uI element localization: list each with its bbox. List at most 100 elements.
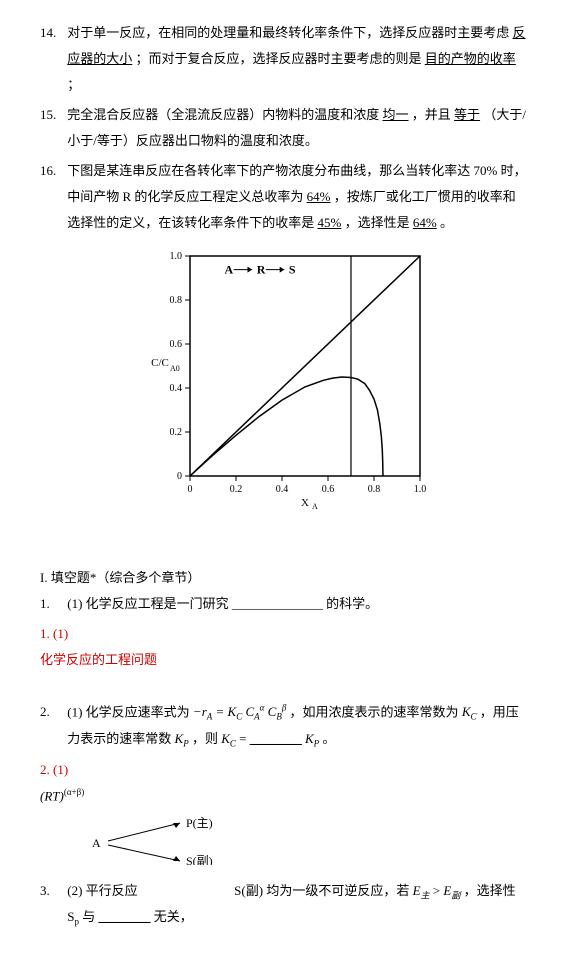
f8s: P: [314, 739, 320, 749]
a2-f: (RT): [40, 788, 64, 803]
f4s: B: [276, 712, 282, 722]
q2-t4: ，则: [192, 731, 218, 746]
node-P: P(主): [186, 816, 213, 830]
svg-text:0: 0: [187, 484, 192, 495]
question-14: 14. 对于单一反应，在相同的处理量和最终转化率条件下，选择反应器时主要考虑 反…: [40, 20, 539, 98]
q2-t6: 。: [322, 731, 335, 746]
q2-num: 2.: [40, 699, 64, 725]
q15-body: 完全混合反应器（全混流反应器）内物料的温度和浓度 均一 ，并且 等于 （大于/小…: [67, 102, 527, 154]
q2-kc: KC: [462, 704, 477, 719]
e1s: 主: [421, 890, 430, 900]
parallel-reaction-diagram: A P(主) S(副): [80, 815, 539, 874]
q2-kp2: KP: [305, 731, 319, 746]
q3-t2: 均为一级不可逆反应，若: [266, 883, 409, 898]
q3-t4: 与: [82, 909, 95, 924]
svg-text:A: A: [224, 263, 233, 277]
f3p: α: [260, 703, 265, 713]
q3-num: 3.: [40, 878, 64, 904]
svg-text:A0: A0: [170, 364, 180, 373]
e2: E: [443, 883, 451, 898]
s1-a1-num: 1. (1): [40, 621, 539, 647]
q2-body: (1) 化学反应速率式为 −rA = KC CAα CBβ ，如用浓度表示的速率…: [67, 699, 527, 753]
a2-exp: (α+β): [64, 787, 84, 797]
q14-num: 14.: [40, 20, 64, 46]
q2-t5: =: [239, 731, 250, 746]
q16-ans2: 45%: [318, 215, 342, 230]
f1s: A: [207, 712, 213, 722]
q16-ans1: 64%: [307, 189, 331, 204]
q15-t2: ，并且: [412, 107, 451, 122]
q16-t3: ，选择性是: [345, 215, 410, 230]
q14-body: 对于单一反应，在相同的处理量和最终转化率条件下，选择反应器时主要考虑 反应器的大…: [67, 20, 527, 98]
q3-body: (2) 平行反应 S(副) 均为一级不可逆反应，若 E主 > E副 ，选择性Sp…: [67, 878, 527, 931]
q3-t5: 无关，: [154, 909, 193, 924]
svg-text:0.4: 0.4: [275, 484, 288, 495]
q2-blank: ________: [250, 731, 302, 746]
f2: = K: [216, 704, 237, 719]
svg-text:S: S: [288, 263, 295, 277]
f6: K: [175, 731, 184, 746]
q15-ans2: 等于: [454, 107, 480, 122]
q2-kc2: KC: [221, 731, 236, 746]
concentration-chart: 00.20.40.60.81.000.20.40.60.81.0XAC/CA0A…: [40, 246, 539, 545]
question-3: 3. (2) 平行反应 S(副) 均为一级不可逆反应，若 E主 > E副 ，选择…: [40, 878, 539, 931]
q3-bot: S(副): [234, 883, 263, 898]
f6s: P: [183, 739, 189, 749]
q3-blank: ________: [99, 909, 151, 924]
e2s: 副: [451, 890, 460, 900]
node-A: A: [92, 836, 101, 850]
s1-a1-text: 化学反应的工程问题: [40, 647, 539, 673]
a2-num: 2. (1): [40, 757, 539, 783]
s1q1-blank: ______________: [232, 596, 323, 611]
f5s: C: [470, 712, 476, 722]
q3-E2: E副: [443, 883, 460, 898]
svg-text:0.4: 0.4: [169, 383, 182, 394]
f2s: C: [236, 712, 242, 722]
svg-text:0.2: 0.2: [169, 427, 182, 438]
q14-t1: 对于单一反应，在相同的处理量和最终转化率条件下，选择反应器时主要考虑: [67, 25, 509, 40]
question-2: 2. (1) 化学反应速率式为 −rA = KC CAα CBβ ，如用浓度表示…: [40, 699, 539, 753]
f8: K: [305, 731, 314, 746]
q16-t4: 。: [440, 215, 453, 230]
svg-text:A: A: [312, 502, 318, 511]
q16-num: 16.: [40, 158, 64, 184]
q3-t1: (2) 平行反应: [67, 883, 137, 898]
e1: E: [413, 883, 421, 898]
svg-text:1.0: 1.0: [169, 251, 182, 262]
q2-t1: (1) 化学反应速率式为: [67, 704, 189, 719]
q3-gt: >: [433, 883, 444, 898]
q14-t2: ；而对于复合反应，选择反应器时主要考虑的则是: [136, 51, 422, 66]
q2-formula: −rA = KC CAα CBβ: [193, 704, 290, 719]
q3-E1: E主: [413, 883, 430, 898]
s1q1-t2: 的科学。: [326, 596, 378, 611]
q2-t2: ，如用浓度表示的速率常数为: [290, 704, 459, 719]
q16-ans3: 64%: [413, 215, 437, 230]
svg-text:X: X: [301, 497, 309, 509]
q15-t1: 完全混合反应器（全混流反应器）内物料的温度和浓度: [67, 107, 379, 122]
svg-text:0.8: 0.8: [367, 484, 380, 495]
svg-text:R: R: [256, 263, 265, 277]
f4: C: [268, 704, 277, 719]
f1: −r: [193, 704, 207, 719]
f4p: β: [282, 703, 286, 713]
f3s: A: [254, 712, 260, 722]
a2-text: (RT)(α+β): [40, 783, 539, 809]
svg-text:0.6: 0.6: [321, 484, 334, 495]
q16-body: 下图是某连串反应在各转化率下的产物浓度分布曲线，那么当转化率达 70% 时，中间…: [67, 158, 527, 236]
question-16: 16. 下图是某连串反应在各转化率下的产物浓度分布曲线，那么当转化率达 70% …: [40, 158, 539, 236]
svg-text:0.6: 0.6: [169, 339, 182, 350]
q14-ans2: 目的产物的收率: [425, 51, 516, 66]
question-15: 15. 完全混合反应器（全混流反应器）内物料的温度和浓度 均一 ，并且 等于 （…: [40, 102, 539, 154]
svg-text:0.8: 0.8: [169, 295, 182, 306]
svg-text:0.2: 0.2: [229, 484, 242, 495]
svg-text:C/C: C/C: [151, 357, 169, 369]
s1q1-t1: (1) 化学反应工程是一门研究: [67, 596, 228, 611]
s1q1-num: 1.: [40, 591, 64, 617]
f7: K: [221, 731, 230, 746]
q14-t3: ；: [67, 77, 80, 92]
section-1-title: I. 填空题*（综合多个章节）: [40, 565, 539, 591]
f7s: C: [230, 739, 236, 749]
q2-kp: KP: [175, 731, 189, 746]
chart-svg: 00.20.40.60.81.000.20.40.60.81.0XAC/CA0A…: [150, 246, 430, 536]
q15-num: 15.: [40, 102, 64, 128]
